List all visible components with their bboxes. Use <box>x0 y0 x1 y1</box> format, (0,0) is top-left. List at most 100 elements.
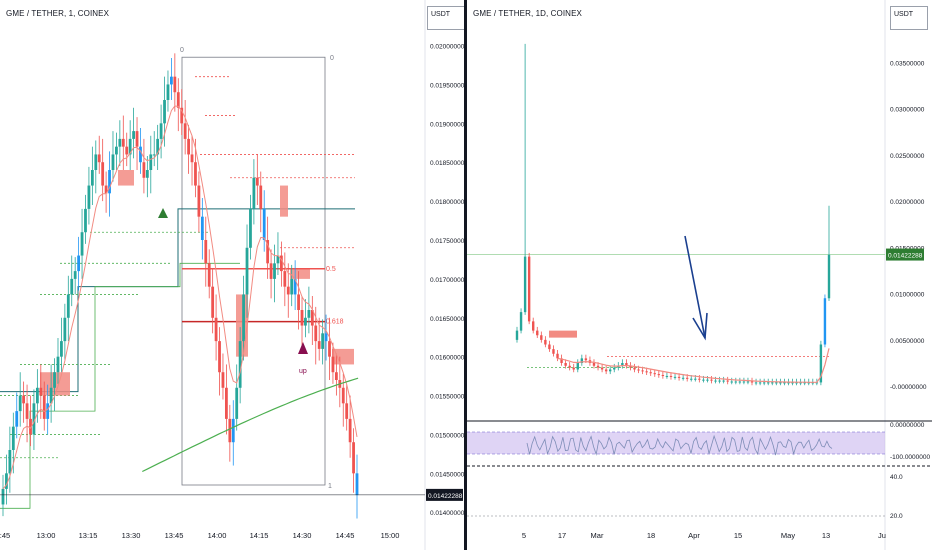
left-y-tick-label: 0.01950000 <box>430 82 464 89</box>
left-x-tick-label: 13:00 <box>37 531 56 540</box>
candle-body <box>548 344 551 350</box>
candle-body <box>8 450 12 474</box>
candle-body <box>310 310 314 326</box>
candle-body <box>276 255 280 264</box>
candle-body <box>771 382 774 384</box>
candle-body <box>742 381 746 383</box>
candle-body <box>269 263 273 279</box>
candle-body <box>629 365 632 368</box>
candle-body <box>132 131 136 139</box>
candle-body <box>685 377 689 379</box>
candle-body <box>46 403 50 419</box>
candle-body <box>823 298 827 345</box>
left-chart-pane[interactable]: 0.02000000 0.01950000 0.01900000 0.01850000… <box>0 0 464 550</box>
candle-body <box>592 363 596 366</box>
left-x-tick-label: 15:00 <box>381 531 400 540</box>
right-y-tick-label: 0.00500000 <box>890 338 925 345</box>
left-currency-badge[interactable]: USDT <box>427 6 464 30</box>
candle-body <box>125 146 129 155</box>
candle-body <box>600 367 604 370</box>
candle-body <box>159 123 163 139</box>
candle-body <box>101 162 105 186</box>
candle-body <box>304 317 307 326</box>
candle-body <box>827 254 831 299</box>
left-y-tick-label: 0.02000000 <box>430 44 464 51</box>
fib-retracement-box <box>181 56 326 486</box>
candle-body <box>331 356 335 373</box>
supply-zone-box <box>290 269 310 279</box>
candle-body <box>604 369 608 372</box>
candle-body <box>39 387 43 396</box>
candle-body <box>97 154 101 163</box>
candle-body <box>266 240 270 264</box>
right-last-price-badge <box>886 248 924 261</box>
candle-body <box>527 256 531 322</box>
annotation-arrow-shaft <box>684 235 706 339</box>
candle-body <box>710 379 713 381</box>
candle-body <box>94 154 98 170</box>
candle-body <box>249 208 252 248</box>
candle-body <box>22 395 26 404</box>
candle-body <box>314 325 318 342</box>
candle-body <box>694 378 697 380</box>
sell-signal-marker <box>298 342 308 354</box>
left-x-tick-label: 14:15 <box>250 531 269 540</box>
pane-divider[interactable] <box>464 0 467 550</box>
left-x-tick-label: 13:45 <box>165 531 184 540</box>
right-supply-zone-box <box>549 330 577 338</box>
fib-level-0.5-label: 0.5 <box>326 266 336 273</box>
candle-body <box>211 286 215 318</box>
candle-body <box>173 76 177 93</box>
candle-body <box>66 294 70 318</box>
candle-body <box>722 380 725 382</box>
candle-body <box>242 294 245 342</box>
candle-body <box>637 369 640 371</box>
candle-body <box>180 107 184 124</box>
candle-body <box>207 263 211 287</box>
candle-body <box>183 123 187 139</box>
last-price-badge <box>426 488 463 501</box>
candle-body <box>11 426 15 450</box>
candle-body <box>726 380 729 382</box>
left-x-tick-label: :45 <box>0 531 10 540</box>
candle-body <box>677 376 681 378</box>
candle-body <box>746 381 750 383</box>
left-x-tick-label: 13:30 <box>122 531 141 540</box>
rsi-y-tick-label: -100.0000000 <box>890 454 931 461</box>
candle-body <box>108 170 111 194</box>
candle-body <box>334 372 338 380</box>
left-y-tick-label: 0.01750000 <box>430 238 464 245</box>
right-chart-pane[interactable]: 0.03500000 0.03000000 0.02500000 0.02000000… <box>467 0 932 550</box>
left-y-tick-label: 0.01500000 <box>430 432 464 439</box>
candle-body <box>730 381 733 383</box>
right-last-price-label: 0.01422288 <box>888 253 923 260</box>
candle-body <box>231 418 235 443</box>
candle-body <box>641 370 644 372</box>
left-y-tick-label: 0.01400000 <box>430 510 464 517</box>
candle-body <box>355 473 359 496</box>
right-candlestick-chart[interactable]: 0.03500000 0.03000000 0.02500000 0.02000000… <box>467 0 932 550</box>
candle-body <box>532 321 535 331</box>
buy-signal-marker <box>158 208 168 218</box>
candle-body <box>811 382 814 384</box>
candle-body <box>235 387 239 419</box>
candle-body <box>702 379 705 381</box>
candle-body <box>580 358 584 363</box>
left-candlestick-chart[interactable]: 0.02000000 0.01950000 0.01900000 0.01850000… <box>0 0 464 550</box>
candle-body <box>60 341 63 357</box>
up-label: up <box>299 368 307 375</box>
left-chart-title: GME / TETHER, 1, COINEX <box>6 9 110 18</box>
candle-body <box>552 349 555 354</box>
left-y-tick-label: 0.01550000 <box>430 394 464 401</box>
right-currency-badge[interactable]: USDT <box>890 6 928 30</box>
candle-body <box>80 232 84 256</box>
right-y-tick-label: 0.02500000 <box>890 153 925 160</box>
fib-level-1-label: 1 <box>328 483 332 490</box>
candle-body <box>523 256 527 313</box>
candle-body <box>84 208 87 233</box>
candle-body <box>657 374 661 376</box>
candle-body <box>714 380 717 382</box>
candle-body <box>665 375 669 377</box>
candle-body <box>25 403 29 419</box>
right-x-tick-label: 15 <box>734 531 742 540</box>
